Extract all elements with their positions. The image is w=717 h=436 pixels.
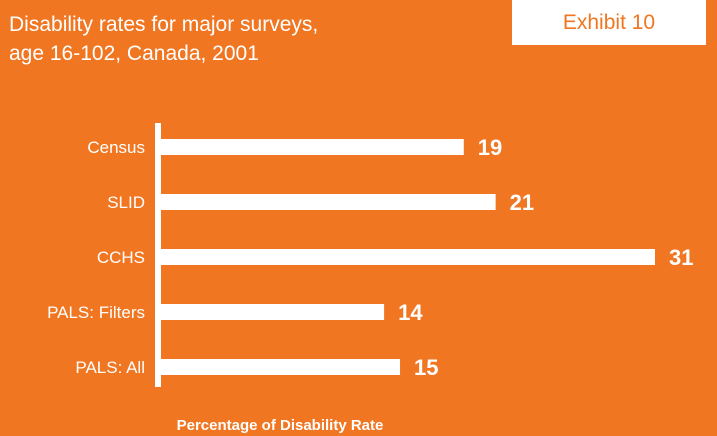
exhibit-badge: Exhibit 10 [512, 0, 706, 45]
bar-0 [161, 139, 464, 155]
category-label-1: SLID [107, 193, 145, 212]
category-label-4: PALS: All [75, 358, 145, 377]
bar-2 [161, 249, 655, 265]
category-label-2: CCHS [97, 248, 145, 267]
category-label-0: Census [87, 138, 145, 157]
value-label-0: 19 [478, 135, 502, 160]
x-axis-title: Percentage of Disability Rate [177, 417, 384, 434]
value-label-4: 15 [414, 355, 438, 380]
bar-1 [161, 194, 496, 210]
value-label-2: 31 [669, 245, 693, 270]
category-label-3: PALS: Filters [47, 303, 145, 322]
bar-3 [161, 304, 385, 320]
bar-4 [161, 359, 401, 375]
value-label-3: 14 [398, 300, 423, 325]
y-axis-line [155, 123, 161, 387]
chart-title: Disability rates for major surveys, age … [9, 10, 439, 68]
chart-title-line-2: age 16-102, Canada, 2001 [9, 42, 259, 65]
value-label-1: 21 [510, 190, 534, 215]
chart-title-line-1: Disability rates for major surveys, [9, 13, 319, 36]
